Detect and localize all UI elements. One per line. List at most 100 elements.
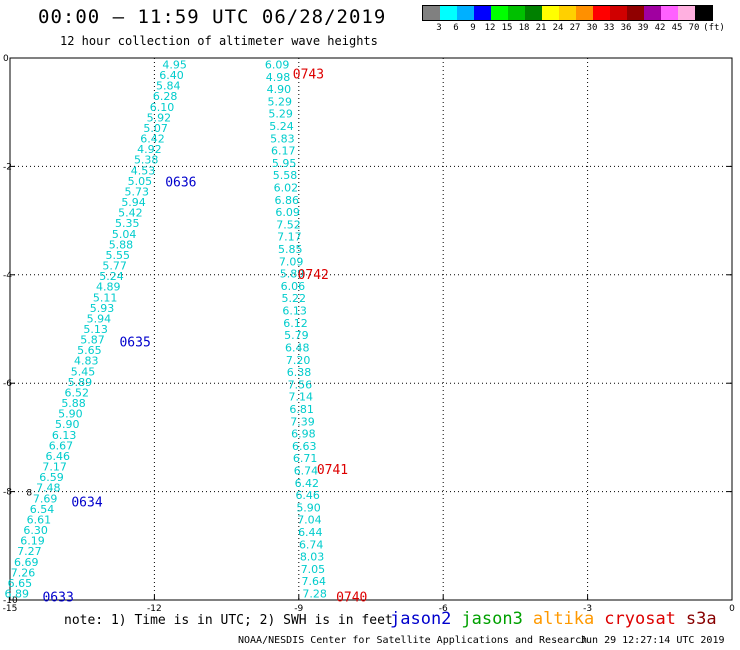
wave-height-label: 7.17: [277, 231, 302, 244]
wave-height-label: 7.04: [297, 514, 322, 527]
color-swatch: [576, 6, 593, 20]
wave-height-label: 6.19: [20, 535, 45, 548]
color-scale-tick: 21: [535, 23, 547, 33]
x-tick-label: -6: [439, 604, 448, 614]
color-scale-tick: 6: [453, 23, 459, 33]
wave-height-label: 5.29: [268, 95, 293, 108]
wave-height-label: 5.42: [118, 207, 143, 220]
wave-height-label: 7.39: [290, 415, 315, 428]
wave-height-label: 7.27: [17, 545, 42, 558]
wave-height-label: 5.45: [71, 365, 96, 378]
wave-height-label: 5.90: [296, 501, 321, 514]
wave-height-label: 5.65: [77, 344, 102, 357]
wave-height-label: 4.98: [266, 71, 291, 84]
wave-height-label: 5.84: [156, 80, 181, 93]
wave-height-label: 4.95: [162, 59, 187, 72]
wave-height-label: 6.12: [283, 317, 308, 330]
color-scale-legend: 3 6 9 12 15 18 21 24 27 30 33 36 39 42 45 70 (ft): [422, 5, 725, 35]
color-swatch: [610, 6, 627, 20]
satellite-legend-item: altika: [532, 609, 595, 629]
wave-height-label: 5.92: [147, 111, 172, 124]
wave-height-label: 5.55: [106, 249, 131, 262]
color-swatch: [695, 6, 712, 20]
wave-height-label: 6.52: [64, 386, 89, 399]
color-swatch: [440, 6, 457, 20]
x-tick-label: -12: [147, 604, 162, 614]
x-tick-label: -15: [3, 604, 18, 614]
time-label: 0636: [165, 176, 196, 191]
wave-height-label: 5.88: [61, 397, 86, 410]
wave-height-label: 5.24: [99, 270, 124, 283]
wave-height-label: 6.71: [293, 452, 318, 465]
wave-height-label: 7.05: [301, 563, 326, 576]
wave-height-label: 5.90: [55, 418, 80, 431]
wave-height-label: 5.29: [268, 108, 293, 121]
color-swatch: [474, 6, 491, 20]
wave-height-label: 7.64: [302, 575, 327, 588]
color-scale-tick: 12: [484, 23, 496, 33]
wave-height-label: 5.24: [269, 120, 294, 133]
wave-height-label: 5.04: [112, 228, 137, 241]
wave-height-label: 6.02: [274, 182, 299, 195]
wave-height-label: 7.69: [33, 492, 58, 505]
color-swatch: [457, 6, 474, 20]
y-tick-label: -4: [3, 271, 12, 281]
wave-height-label: 7.14: [288, 391, 313, 404]
color-scale-tick: 70: [688, 23, 700, 33]
wave-height-label: 5.22: [281, 292, 306, 305]
color-swatch: [644, 6, 661, 20]
wave-height-label: 5.05: [128, 175, 153, 188]
wave-height-label: 5.89: [280, 268, 305, 281]
wave-height-label: 7.48: [36, 482, 61, 495]
wave-height-label: 6.28: [153, 90, 178, 103]
wave-height-label: 6.46: [46, 450, 71, 463]
wave-height-label: 6.74: [294, 464, 319, 477]
color-swatch: [627, 6, 644, 20]
wave-height-label: 6.59: [39, 471, 64, 484]
wave-height-label: 6.98: [291, 428, 316, 441]
wave-height-label: 6.65: [8, 577, 33, 590]
stray-marker: 8: [26, 489, 32, 499]
wave-height-label: 6.63: [292, 440, 317, 453]
color-scale-tick: 3: [436, 23, 442, 33]
color-swatch: [661, 6, 678, 20]
color-swatch: [593, 6, 610, 20]
wave-height-label: 6.42: [140, 133, 165, 146]
wave-height-label: 7.52: [276, 218, 301, 231]
wave-height-label: 5.58: [273, 169, 298, 182]
wave-height-label: 6.09: [265, 59, 290, 72]
satellite-legend-item: cryosat: [604, 609, 676, 629]
wave-height-label: 6.42: [295, 477, 320, 490]
wave-height-label: 7.20: [286, 354, 311, 367]
wave-height-label: 5.85: [278, 243, 303, 256]
time-label: 0743: [293, 67, 324, 82]
color-scale-tick: 42: [654, 23, 666, 33]
wave-height-label: 7.26: [11, 566, 36, 579]
wave-height-label: 5.73: [124, 185, 149, 198]
wave-height-label: 6.67: [49, 439, 74, 452]
wave-height-label: 5.94: [121, 196, 146, 209]
color-swatch: [559, 6, 576, 20]
wave-height-label: 6.10: [150, 101, 175, 114]
wave-height-label: 5.88: [109, 238, 134, 251]
color-swatch: [678, 6, 695, 20]
wave-height-label: 4.92: [137, 143, 162, 156]
wave-height-label: 6.09: [275, 206, 300, 219]
y-tick-label: -10: [3, 596, 18, 606]
color-scale-labels: 3 6 9 12 15 18 21 24 27 30 33 36 39 42 45 70 (ft): [422, 21, 725, 35]
color-scale-tick: 9: [470, 23, 476, 33]
wave-height-label: 5.13: [83, 323, 108, 336]
wave-height-label: 8.03: [300, 551, 325, 564]
chart-title: 00:00 — 11:59 UTC 06/28/2019: [38, 6, 387, 28]
satellite-legend-item: jason2: [390, 609, 452, 629]
footnote: note: 1) Time is in UTC; 2) SWH is in fe…: [64, 613, 393, 628]
wave-height-label: 5.35: [115, 217, 140, 230]
wave-height-label: 6.69: [14, 556, 39, 569]
wave-height-label: 7.56: [288, 378, 313, 391]
wave-height-label: 6.17: [271, 145, 296, 158]
color-swatch: [525, 6, 542, 20]
color-swatch: [423, 6, 440, 20]
wave-height-label: 5.94: [87, 312, 112, 325]
wave-height-label: 7.09: [279, 255, 304, 268]
